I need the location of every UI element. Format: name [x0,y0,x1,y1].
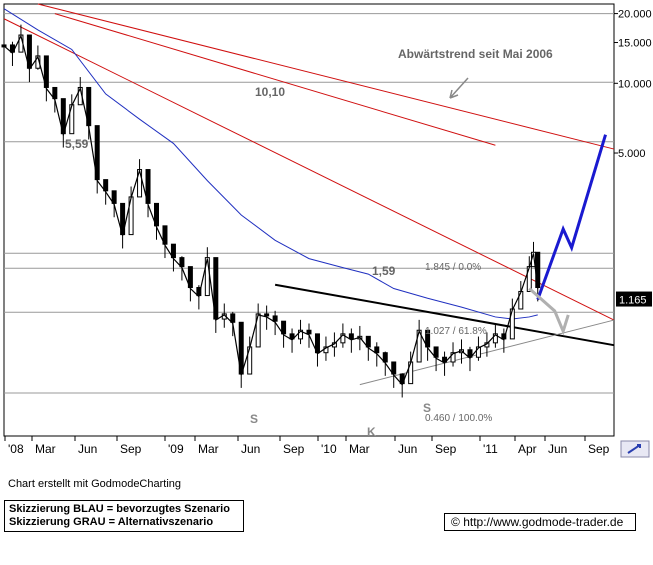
shoulder-left-label: S [250,412,258,426]
price-candle-40 [340,333,346,344]
x-tick-label-4: '09 [168,442,184,456]
x-tick-label-8: '10 [321,442,337,456]
legend-grey: Skizzierung GRAU = Alternativszenario [9,516,214,528]
y-tick-label-3: 5.000 [618,148,646,160]
price-candle-51 [433,346,439,358]
price-candle-31 [264,313,270,317]
fib-label-2: 1.027 / 61.8% [425,326,487,337]
chart-title: Abwärtstrend seit Mai 2006 [398,47,553,61]
blue-scenario-line [536,134,607,301]
downtrend-line-middle [54,13,496,146]
level-label-1: 10,10 [255,85,285,99]
x-tick-label-12: '11 [483,442,498,456]
price-series [1,24,541,398]
x-tick-label-10: Jun [398,442,417,456]
scenario-sketches [528,134,607,336]
price-candle-27 [230,313,236,323]
y-tick-label-0: 20.000 [618,9,652,21]
plot-frame [3,3,615,437]
trend-arrow-icon [449,77,469,99]
chart-nav-button[interactable] [620,440,650,458]
downtrend-line-lower [3,18,615,321]
price-candle-55 [467,349,473,358]
price-candle-58 [492,333,498,344]
x-tick-label-0: '08 [8,442,24,456]
y-axis: 20.000 15.000 10.000 5.000 1.165 [614,9,652,307]
diagonal-arrow-icon [627,444,641,454]
x-tick-label-1: Mar [35,442,56,456]
price-candle-52 [442,356,448,363]
x-tick-label-13: Apr [518,442,537,456]
downtrend-line-upper [37,3,615,150]
price-candle-45 [382,352,388,363]
price-candle-34 [289,333,295,340]
level-label-3: 1,59 [372,264,396,278]
neckline [274,283,615,347]
price-candle-36 [306,329,312,335]
x-tick-label-15: Sep [588,442,610,456]
price-candle-32 [272,315,278,322]
x-tick-label-14: Jun [548,442,567,456]
legend-blue: Skizzierung BLAU = bevorzugtes Szenario [9,503,230,515]
price-candle-53 [450,352,456,363]
url-box[interactable]: © http://www.godmode-trader.de [444,513,636,531]
x-tick-label-2: Jun [78,442,97,456]
credit-text: Chart erstellt mit GodmodeCharting [8,478,182,490]
last-price-box [616,291,652,307]
x-tick-label-3: Sep [120,442,142,456]
price-candle-64 [535,251,541,289]
last-price-label: 1.165 [619,295,647,307]
price-candle-12 [103,179,109,192]
x-tick-label-5: Mar [198,442,219,456]
price-candle-6 [52,86,58,100]
grey-scenario-line [528,287,570,336]
price-candle-43 [365,335,371,348]
x-tick-label-11: Sep [435,442,457,456]
moving-average-line [3,8,538,320]
price-candle-56 [475,346,481,358]
y-tick-label-2: 10.000 [618,78,652,90]
price-candle-35 [298,329,304,340]
fib-label-3: 0.460 / 100.0% [425,413,492,424]
price-line [3,34,539,386]
copyright-icon: © [451,515,460,529]
fib-label-1: 1.845 / 0.0% [425,262,481,273]
level-label-2: 5,59 [65,137,89,151]
x-axis: '08 Mar Jun Sep '09 Mar Jun Sep '10 Mar Jun Sep '11 A… [4,436,610,456]
price-candle-30 [255,313,261,348]
x-tick-label-9: Mar [349,442,370,456]
annotations: Abwärtstrend seit Mai 2006 10,10 5,59 1,59 1… [65,47,553,439]
x-tick-label-7: Sep [283,442,305,456]
x-tick-label-6: Jun [241,442,260,456]
legend-box: Skizzierung BLAU = bevorzugtes Szenario … [4,500,244,532]
website-link[interactable]: http://www.godmode-trader.de [463,515,624,529]
low-marker-label: K [367,425,376,439]
moving-averages [3,8,538,320]
price-candle-21 [179,257,185,268]
trend-lines [3,3,615,386]
price-candle-41 [348,333,354,340]
price-candle-44 [374,346,380,354]
y-tick-label-1: 15.000 [618,38,652,50]
shoulder-right-label: S [423,401,431,415]
